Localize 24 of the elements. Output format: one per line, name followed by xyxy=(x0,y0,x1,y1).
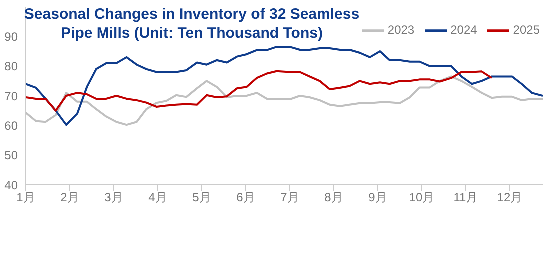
line-series xyxy=(26,46,543,126)
x-tick-label: 10月 xyxy=(409,190,435,205)
x-tick-label: 12月 xyxy=(497,190,523,205)
legend-label: 2025 xyxy=(513,23,540,38)
y-tick-label: 90 xyxy=(4,30,18,44)
x-tick-label: 5月 xyxy=(192,190,212,205)
x-tick-label: 2月 xyxy=(60,190,80,205)
legend-label: 2023 xyxy=(388,23,415,38)
y-tick-label: 70 xyxy=(4,89,18,104)
y-tick-label: 50 xyxy=(4,148,18,163)
y-tick-label: 40 xyxy=(4,178,18,192)
x-tick-label: 9月 xyxy=(368,190,388,205)
x-tick-label: 11月 xyxy=(454,190,478,205)
x-tick-label: 8月 xyxy=(324,190,344,205)
x-tick-label: 3月 xyxy=(104,190,124,205)
x-tick-label: 7月 xyxy=(280,190,300,205)
y-tick-label: 80 xyxy=(4,60,18,74)
line-series xyxy=(26,70,493,112)
legend-label: 2024 xyxy=(450,23,478,38)
x-tick-label: 1月 xyxy=(16,190,36,205)
y-tick-label: 60 xyxy=(4,118,18,133)
text: Seasonal Changes in Inventory of 32 Seamless Pipe Mills (Unit: Ten Thousand Tons) xyxy=(23,5,361,43)
x-tick-label: 6月 xyxy=(236,190,256,205)
x-tick-label: 4月 xyxy=(148,190,168,205)
